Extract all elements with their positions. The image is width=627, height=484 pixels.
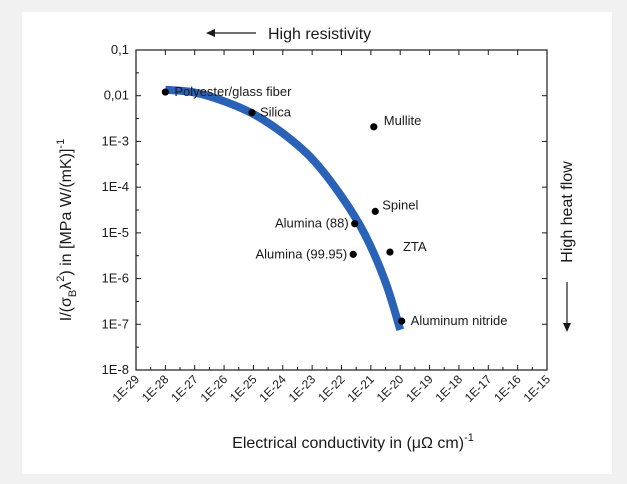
high-heat-flow-annotation: High heat flow	[559, 161, 576, 332]
x-tick-label: 1E-27	[168, 372, 201, 405]
x-tick-label: 1E-16	[491, 372, 524, 405]
data-point	[398, 317, 406, 325]
point-label: Aluminum nitride	[411, 313, 508, 328]
x-axis-title: Electrical conductivity in (μΩ cm)-1	[232, 432, 474, 452]
high-heat-flow-label: High heat flow	[559, 161, 576, 263]
x-tick-label: 1E-15	[521, 372, 554, 405]
data-point	[161, 88, 169, 96]
y-tick-label: 1E-3	[102, 133, 129, 148]
chart: 1E-291E-281E-271E-261E-251E-241E-231E-22…	[55, 26, 576, 452]
point-label: Alumina (99.95)	[255, 246, 347, 261]
x-tick-label: 1E-26	[198, 372, 231, 405]
y-tick-label: 0,01	[104, 88, 129, 103]
point-label: Alumina (88)	[275, 216, 349, 231]
x-tick-label: 1E-19	[403, 372, 436, 405]
x-tick-label: 1E-22	[315, 372, 348, 405]
x-tick-label: 1E-18	[433, 372, 466, 405]
point-label: ZTA	[403, 239, 427, 254]
x-tick-label: 1E-21	[344, 372, 377, 405]
data-point	[248, 109, 256, 117]
point-label: Spinel	[382, 197, 418, 212]
y-tick-label: 1E-6	[102, 271, 129, 286]
data-point	[349, 250, 357, 258]
x-tick-label: 1E-17	[462, 372, 495, 405]
x-tick-label: 1E-28	[139, 372, 172, 405]
point-label: Polyester/glass fiber	[174, 84, 292, 99]
data-point	[370, 123, 378, 131]
x-tick-label: 1E-24	[256, 372, 289, 405]
y-axis-title: I/(σBλ2) in [MPa W/(mK)]-1	[55, 139, 79, 321]
y-tick-label: 1E-4	[102, 179, 129, 194]
high-resistivity-annotation: High resistivity	[206, 26, 371, 43]
point-label: Mullite	[384, 113, 422, 128]
y-tick-label: 1E-7	[102, 316, 129, 331]
y-tick-label: 1E-5	[102, 225, 129, 240]
down-arrowhead-icon	[563, 323, 571, 332]
high-resistivity-label: High resistivity	[268, 26, 371, 43]
x-tick-label: 1E-25	[227, 372, 260, 405]
y-tick-label: 0,1	[111, 42, 129, 57]
x-tick-label: 1E-20	[374, 372, 407, 405]
data-point	[371, 207, 379, 215]
data-point	[386, 248, 394, 256]
data-point	[351, 220, 359, 228]
x-tick-label: 1E-23	[286, 372, 319, 405]
left-arrowhead-icon	[206, 29, 215, 37]
point-label: Silica	[260, 105, 292, 120]
y-tick-label: 1E-8	[102, 362, 129, 377]
chart-frame: 1E-29 1E-28 1E-27 1E-26 1E-25 1E-24 1E-23 1E-22…	[22, 12, 612, 474]
trend-curve	[164, 85, 405, 331]
